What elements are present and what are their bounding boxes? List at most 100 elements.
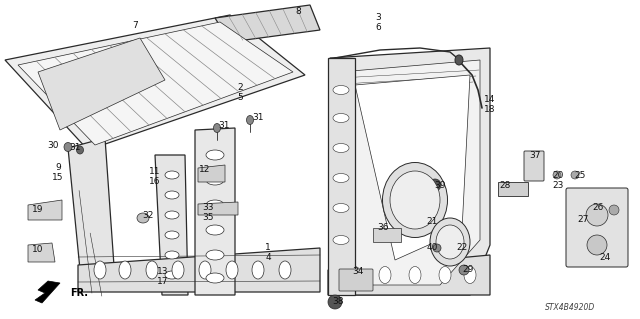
Text: 19: 19 — [32, 205, 44, 214]
Ellipse shape — [333, 85, 349, 94]
Text: 26: 26 — [592, 204, 604, 212]
Polygon shape — [155, 155, 188, 295]
FancyBboxPatch shape — [373, 228, 401, 242]
Ellipse shape — [165, 171, 179, 179]
Text: 12: 12 — [199, 166, 211, 174]
Ellipse shape — [206, 225, 224, 235]
Polygon shape — [330, 48, 490, 295]
Text: 37: 37 — [529, 151, 541, 160]
Text: 2: 2 — [237, 84, 243, 93]
Text: 32: 32 — [142, 211, 154, 219]
Text: 31: 31 — [252, 114, 264, 122]
Ellipse shape — [199, 261, 211, 279]
Ellipse shape — [137, 213, 149, 223]
Ellipse shape — [430, 218, 470, 266]
Text: 22: 22 — [456, 243, 468, 253]
Polygon shape — [198, 165, 225, 182]
Text: 1: 1 — [265, 243, 271, 253]
Ellipse shape — [206, 250, 224, 260]
Text: 4: 4 — [265, 254, 271, 263]
Ellipse shape — [146, 261, 158, 279]
Text: 9: 9 — [55, 164, 61, 173]
Ellipse shape — [279, 261, 291, 279]
FancyBboxPatch shape — [498, 182, 528, 196]
Text: 6: 6 — [375, 24, 381, 33]
Ellipse shape — [165, 231, 179, 239]
Ellipse shape — [77, 146, 83, 154]
Ellipse shape — [252, 261, 264, 279]
Ellipse shape — [433, 244, 441, 252]
FancyBboxPatch shape — [566, 188, 628, 267]
Text: 5: 5 — [237, 93, 243, 102]
Text: 27: 27 — [577, 216, 589, 225]
Text: 40: 40 — [426, 243, 438, 253]
Ellipse shape — [439, 266, 451, 284]
Text: 34: 34 — [352, 268, 364, 277]
Ellipse shape — [553, 171, 561, 179]
Ellipse shape — [349, 266, 361, 284]
Text: 8: 8 — [295, 8, 301, 17]
Ellipse shape — [333, 174, 349, 182]
Ellipse shape — [206, 200, 224, 210]
Text: 7: 7 — [132, 20, 138, 29]
Ellipse shape — [333, 144, 349, 152]
Ellipse shape — [206, 175, 224, 185]
Text: 11: 11 — [149, 167, 161, 176]
Text: 28: 28 — [499, 181, 511, 189]
Ellipse shape — [246, 115, 253, 124]
Text: 30: 30 — [47, 140, 59, 150]
Polygon shape — [35, 281, 60, 303]
Ellipse shape — [206, 150, 224, 160]
FancyBboxPatch shape — [339, 269, 373, 291]
Ellipse shape — [214, 123, 221, 132]
Polygon shape — [38, 38, 165, 130]
Text: 29: 29 — [462, 265, 474, 275]
Ellipse shape — [94, 261, 106, 279]
Text: 31: 31 — [218, 121, 230, 130]
Ellipse shape — [172, 261, 184, 279]
Text: 31: 31 — [69, 144, 81, 152]
Ellipse shape — [333, 235, 349, 244]
Ellipse shape — [455, 55, 463, 65]
Ellipse shape — [390, 171, 440, 229]
Polygon shape — [328, 58, 355, 295]
Text: STX4B4920D: STX4B4920D — [545, 303, 595, 313]
Polygon shape — [198, 202, 238, 215]
Ellipse shape — [587, 235, 607, 255]
Ellipse shape — [226, 261, 238, 279]
Ellipse shape — [119, 261, 131, 279]
Ellipse shape — [436, 225, 464, 259]
Ellipse shape — [333, 114, 349, 122]
Text: 20: 20 — [552, 170, 564, 180]
Text: 25: 25 — [574, 170, 586, 180]
Text: FR.: FR. — [70, 288, 88, 298]
Text: 17: 17 — [157, 278, 169, 286]
Ellipse shape — [206, 273, 224, 283]
Polygon shape — [28, 200, 62, 220]
Ellipse shape — [165, 211, 179, 219]
Polygon shape — [215, 5, 320, 42]
Text: 15: 15 — [52, 174, 64, 182]
Ellipse shape — [64, 143, 72, 152]
Text: 18: 18 — [484, 106, 496, 115]
Text: 21: 21 — [426, 218, 438, 226]
Ellipse shape — [429, 179, 441, 191]
Polygon shape — [78, 248, 320, 292]
Ellipse shape — [383, 162, 447, 238]
Ellipse shape — [571, 171, 579, 179]
Text: 35: 35 — [202, 213, 214, 222]
Polygon shape — [195, 128, 235, 295]
Ellipse shape — [379, 266, 391, 284]
Ellipse shape — [328, 295, 342, 309]
Ellipse shape — [333, 204, 349, 212]
Ellipse shape — [609, 205, 619, 215]
FancyBboxPatch shape — [524, 151, 544, 181]
Polygon shape — [28, 243, 55, 262]
Ellipse shape — [409, 266, 421, 284]
Text: 39: 39 — [435, 181, 445, 189]
Polygon shape — [5, 15, 305, 150]
Polygon shape — [68, 138, 115, 290]
Text: 13: 13 — [157, 268, 169, 277]
Polygon shape — [340, 60, 480, 285]
Text: 3: 3 — [375, 13, 381, 23]
